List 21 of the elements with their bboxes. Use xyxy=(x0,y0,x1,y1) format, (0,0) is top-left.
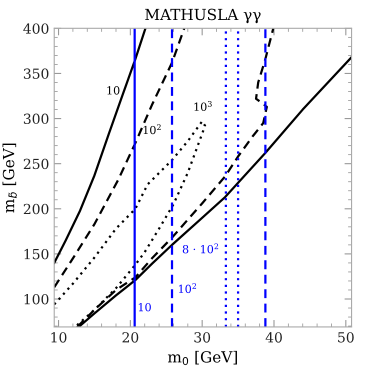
x-axis-title: m$_{0}$ [GeV] xyxy=(168,350,237,366)
series-label: 10$^{3}$ xyxy=(194,100,212,111)
series-label: 8 · 10$^{2}$ xyxy=(182,243,218,254)
y-tick-label: 200 xyxy=(24,204,48,214)
chart-title: MATHUSLA γγ xyxy=(145,8,261,24)
y-tick-label: 300 xyxy=(24,114,48,124)
x-tick-label: 50 xyxy=(338,332,354,343)
y-tick-label: 100 xyxy=(24,294,48,304)
y-tick-label: 400 xyxy=(23,23,48,34)
y-tick-label: 350 xyxy=(24,68,48,79)
series-label: 10 xyxy=(107,86,120,95)
series-label: 10$^{2}$ xyxy=(144,124,161,134)
x-tick-label: 40 xyxy=(266,332,282,343)
x-tick-label: 10 xyxy=(51,332,66,343)
series-label: 10 xyxy=(138,302,151,312)
y-axis-title: m$_{b̃}$ [GeV] xyxy=(2,144,17,213)
y-tick-label: 150 xyxy=(24,248,48,260)
series-label: 10$^{2}$ xyxy=(178,283,196,294)
x-tick-label: 30 xyxy=(194,332,210,343)
y-tick-label: 250 xyxy=(24,158,48,170)
x-tick-label: 20 xyxy=(122,332,138,343)
